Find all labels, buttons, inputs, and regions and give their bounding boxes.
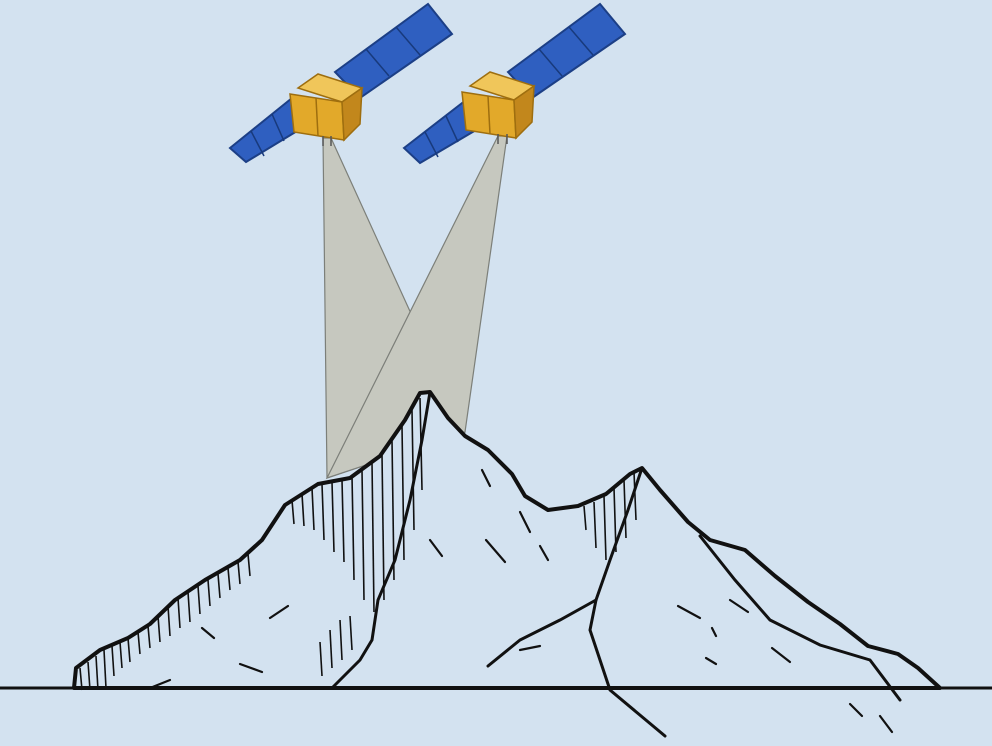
ridge-right-spur bbox=[698, 534, 902, 702]
satellite-left bbox=[228, 2, 454, 164]
ridge-valley bbox=[486, 598, 598, 668]
crevice-marks bbox=[148, 468, 894, 734]
solar-panel-right-wing bbox=[333, 2, 454, 100]
shading-hatch-left-ridge bbox=[79, 553, 251, 691]
shading-hatch-central-face bbox=[291, 397, 423, 677]
ridge-central-spine bbox=[330, 390, 432, 690]
satellite-body-left bbox=[289, 73, 364, 146]
satellite-body-right bbox=[461, 71, 536, 144]
mountain-outline bbox=[72, 390, 942, 690]
satellite-right bbox=[402, 2, 627, 165]
mountain bbox=[72, 390, 942, 738]
